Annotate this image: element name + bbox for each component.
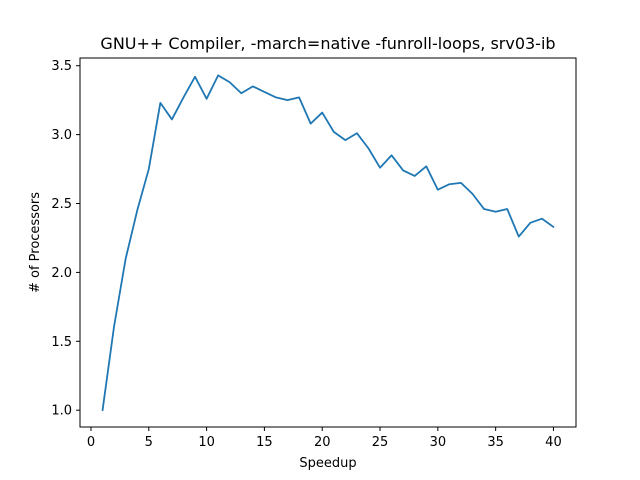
y-tick-label: 1.0	[51, 404, 72, 419]
y-tick-label: 3.5	[51, 59, 72, 74]
x-tick-label: 0	[87, 435, 95, 450]
x-axis: 0 5 10 15 20 25 30 35 40	[87, 427, 562, 450]
x-tick-label: 10	[198, 435, 215, 450]
y-tick-label: 2.0	[51, 266, 72, 281]
y-tick-label: 1.5	[51, 335, 72, 350]
axes-frame	[79, 57, 577, 428]
y-tick-label: 2.5	[51, 197, 72, 212]
x-tick-label: 35	[487, 435, 504, 450]
chart-title: GNU++ Compiler, -march=native -funroll-l…	[100, 34, 555, 53]
x-tick-label: 15	[256, 435, 273, 450]
plot-area	[101, 74, 555, 412]
x-axis-label: Speedup	[299, 456, 356, 471]
y-axis: 1.0 1.5 2.0 2.5 3.0 3.5	[51, 59, 80, 419]
x-tick-label: 20	[314, 435, 331, 450]
y-axis-label: # of Processors	[28, 192, 43, 293]
x-tick-label: 5	[145, 435, 153, 450]
x-tick-label: 40	[545, 435, 562, 450]
y-tick-label: 3.0	[51, 128, 72, 143]
x-tick-label: 25	[372, 435, 389, 450]
series-line	[101, 74, 555, 412]
x-tick-label: 30	[430, 435, 447, 450]
